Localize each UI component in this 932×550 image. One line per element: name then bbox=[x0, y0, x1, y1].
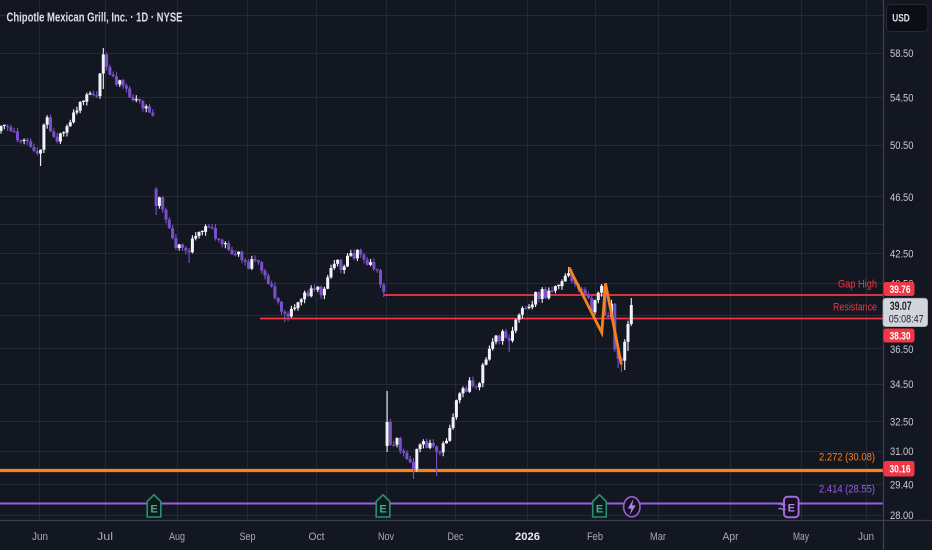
svg-text:54.50: 54.50 bbox=[890, 92, 914, 104]
svg-text:E: E bbox=[150, 504, 157, 516]
svg-text:28.00: 28.00 bbox=[890, 510, 914, 522]
svg-text:46.50: 46.50 bbox=[890, 192, 914, 204]
svg-text:Feb: Feb bbox=[587, 531, 603, 543]
svg-text:31.00: 31.00 bbox=[890, 446, 914, 458]
svg-text:2.272 (30.08): 2.272 (30.08) bbox=[819, 452, 875, 464]
svg-text:2026: 2026 bbox=[515, 531, 540, 543]
svg-text:USD: USD bbox=[892, 12, 910, 24]
svg-text:39.76: 39.76 bbox=[890, 284, 911, 296]
svg-text:05:08:47: 05:08:47 bbox=[889, 314, 924, 326]
svg-text:Jun: Jun bbox=[858, 531, 874, 543]
svg-text:Oct: Oct bbox=[309, 531, 325, 543]
svg-text:E: E bbox=[379, 504, 386, 516]
svg-text:Sep: Sep bbox=[240, 531, 256, 543]
svg-text:38.30: 38.30 bbox=[890, 330, 911, 342]
svg-text:42.50: 42.50 bbox=[890, 248, 914, 260]
svg-text:29.40: 29.40 bbox=[890, 479, 914, 491]
svg-text:50.50: 50.50 bbox=[890, 140, 914, 152]
svg-text:E: E bbox=[788, 503, 795, 515]
svg-text:2.414 (28.55): 2.414 (28.55) bbox=[819, 484, 875, 496]
svg-text:Dec: Dec bbox=[448, 531, 464, 543]
svg-text:Nov: Nov bbox=[378, 531, 394, 543]
svg-text:58.50: 58.50 bbox=[890, 48, 914, 60]
svg-text:Jun: Jun bbox=[32, 531, 48, 543]
svg-text:E: E bbox=[596, 504, 603, 516]
svg-text:Chipotle Mexican Grill, Inc. ·: Chipotle Mexican Grill, Inc. · 1D · NYSE bbox=[7, 11, 183, 25]
svg-text:30.16: 30.16 bbox=[890, 464, 911, 476]
svg-text:32.50: 32.50 bbox=[890, 417, 914, 429]
svg-text:Aug: Aug bbox=[169, 531, 185, 543]
svg-text:34.50: 34.50 bbox=[890, 379, 914, 391]
svg-text:Gap High: Gap High bbox=[838, 279, 877, 291]
svg-text:Resistance: Resistance bbox=[833, 302, 877, 314]
svg-text:36.50: 36.50 bbox=[890, 344, 914, 356]
svg-text:Jul: Jul bbox=[97, 531, 113, 543]
svg-text:May: May bbox=[793, 531, 809, 543]
svg-text:Mar: Mar bbox=[650, 531, 666, 543]
svg-text:39.07: 39.07 bbox=[890, 301, 912, 313]
svg-text:Apr: Apr bbox=[723, 531, 739, 543]
